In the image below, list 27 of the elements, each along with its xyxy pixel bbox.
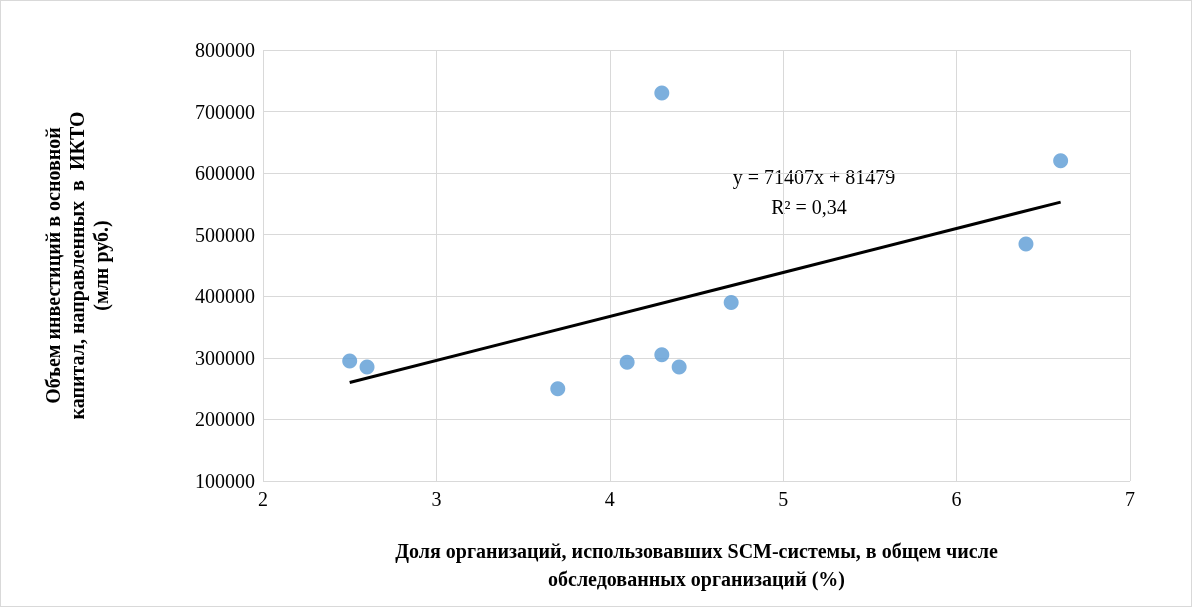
point (359, 359, 375, 375)
x-tick-label: 2 (258, 488, 268, 510)
point (550, 381, 566, 397)
y-tick-label: 700000 (195, 100, 255, 123)
y-axis-title: Объем инвестиций в основной капитал, направленных в ИКТО (млн руб.) (42, 111, 113, 420)
x-tick-label: 7 (1125, 488, 1135, 510)
y-tick-label: 300000 (195, 346, 255, 369)
x-axis-title: Доля организаций, использовавших SCM-системы, в общем числе обследованных организаций (%) (395, 540, 998, 591)
annotation: R² = 0,34 (771, 196, 847, 218)
x-tick-label: 4 (604, 488, 615, 510)
point (671, 359, 687, 375)
point (654, 85, 670, 101)
x-tick-label: 5 (778, 488, 789, 510)
point (654, 347, 670, 363)
x-tick-label: 3 (431, 488, 442, 510)
point (619, 354, 635, 370)
y-tick-label: 500000 (195, 223, 255, 246)
point (342, 353, 358, 369)
point (723, 294, 739, 310)
point (1018, 236, 1034, 252)
y-tick-label: 100000 (195, 470, 255, 492)
point (1053, 153, 1069, 169)
y-tick-label: 800000 (195, 39, 255, 61)
y-tick-label: 200000 (195, 408, 255, 431)
y-tick-label: 400000 (195, 285, 255, 308)
y-tick-label: 600000 (195, 162, 255, 185)
x-tick-label: 6 (951, 488, 962, 510)
